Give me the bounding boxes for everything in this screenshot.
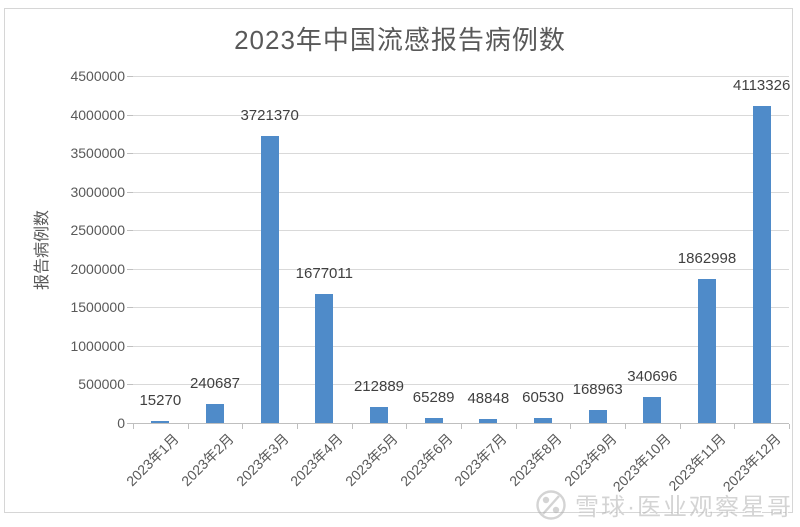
watermark: 雪球·医业观察星哥 xyxy=(535,487,793,522)
y-tick-mark xyxy=(127,114,133,116)
y-tick-label: 0 xyxy=(117,415,125,431)
x-tick-mark xyxy=(515,424,517,429)
bar-month-6 xyxy=(424,417,443,423)
gridline xyxy=(133,114,789,116)
y-tick-label: 4000000 xyxy=(70,106,125,123)
bar-month-4 xyxy=(315,293,334,423)
gridline xyxy=(133,345,789,347)
y-tick-mark xyxy=(127,230,133,232)
y-tick-mark xyxy=(127,423,133,424)
gridline xyxy=(133,384,789,386)
data-label-month-7: 48848 xyxy=(467,390,510,408)
bar-month-8 xyxy=(534,418,552,423)
data-label-month-4: 1677011 xyxy=(295,264,353,282)
data-label-month-12: 4113326 xyxy=(733,76,791,94)
y-tick-mark xyxy=(127,191,133,193)
x-tick-mark xyxy=(133,424,134,429)
y-tick-mark xyxy=(127,384,133,386)
y-tick-mark xyxy=(127,307,133,309)
y-tick-mark xyxy=(127,76,133,77)
bar-month-2 xyxy=(206,404,224,423)
y-tick-label: 3500000 xyxy=(70,145,125,162)
gridline xyxy=(133,230,789,232)
data-label-month-9: 168963 xyxy=(572,380,623,398)
x-tick-mark xyxy=(461,424,462,429)
bar-month-12 xyxy=(752,105,771,423)
y-tick-mark xyxy=(127,153,133,155)
bar-month-10 xyxy=(643,396,662,423)
watermark-text: 雪球·医业观察星哥 xyxy=(575,494,793,521)
gridline xyxy=(133,268,789,270)
data-label-month-8: 60530 xyxy=(522,389,564,407)
y-tick-label: 4500000 xyxy=(70,68,125,84)
y-tick-label: 1000000 xyxy=(70,337,125,354)
gridline xyxy=(133,191,789,193)
data-label-month-6: 65289 xyxy=(412,388,455,406)
x-tick-mark xyxy=(679,424,681,429)
y-tick-mark xyxy=(127,345,133,347)
x-tick-mark xyxy=(351,424,353,429)
bar-month-9 xyxy=(588,409,607,423)
x-tick-mark xyxy=(406,424,408,429)
bar-month-7 xyxy=(479,419,498,423)
x-tick-mark xyxy=(242,424,244,429)
x-tick-mark xyxy=(570,424,572,429)
bar-month-3 xyxy=(260,136,279,423)
data-label-month-1: 15270 xyxy=(139,392,182,409)
y-tick-mark xyxy=(127,268,133,270)
y-tick-label: 500000 xyxy=(78,376,125,393)
gridline xyxy=(133,307,789,309)
y-tick-label: 2000000 xyxy=(70,260,125,277)
data-label-month-10: 340696 xyxy=(627,367,678,385)
chart-title: 2023年中国流感报告病例数 xyxy=(234,25,566,55)
bar-month-11 xyxy=(698,279,716,423)
data-label-month-11: 1862998 xyxy=(677,250,737,268)
xueqiu-logo-icon xyxy=(536,489,566,520)
x-tick-mark xyxy=(734,424,736,429)
x-tick-mark xyxy=(625,424,626,429)
data-label-month-5: 212889 xyxy=(353,377,405,395)
y-tick-label: 1500000 xyxy=(70,299,125,316)
x-tick-mark xyxy=(789,424,790,429)
data-label-month-3: 3721370 xyxy=(240,107,299,125)
data-label-month-2: 240687 xyxy=(189,375,241,393)
x-tick-mark xyxy=(187,424,189,429)
chart-border xyxy=(4,8,793,513)
x-tick-mark xyxy=(297,424,298,429)
bar-month-5 xyxy=(370,406,388,423)
gridline xyxy=(133,153,789,155)
y-tick-label: 3000000 xyxy=(70,183,125,200)
gridline xyxy=(133,76,789,77)
x-axis-line xyxy=(133,423,789,424)
y-tick-label: 2500000 xyxy=(70,222,125,239)
bar-month-1 xyxy=(151,421,170,423)
